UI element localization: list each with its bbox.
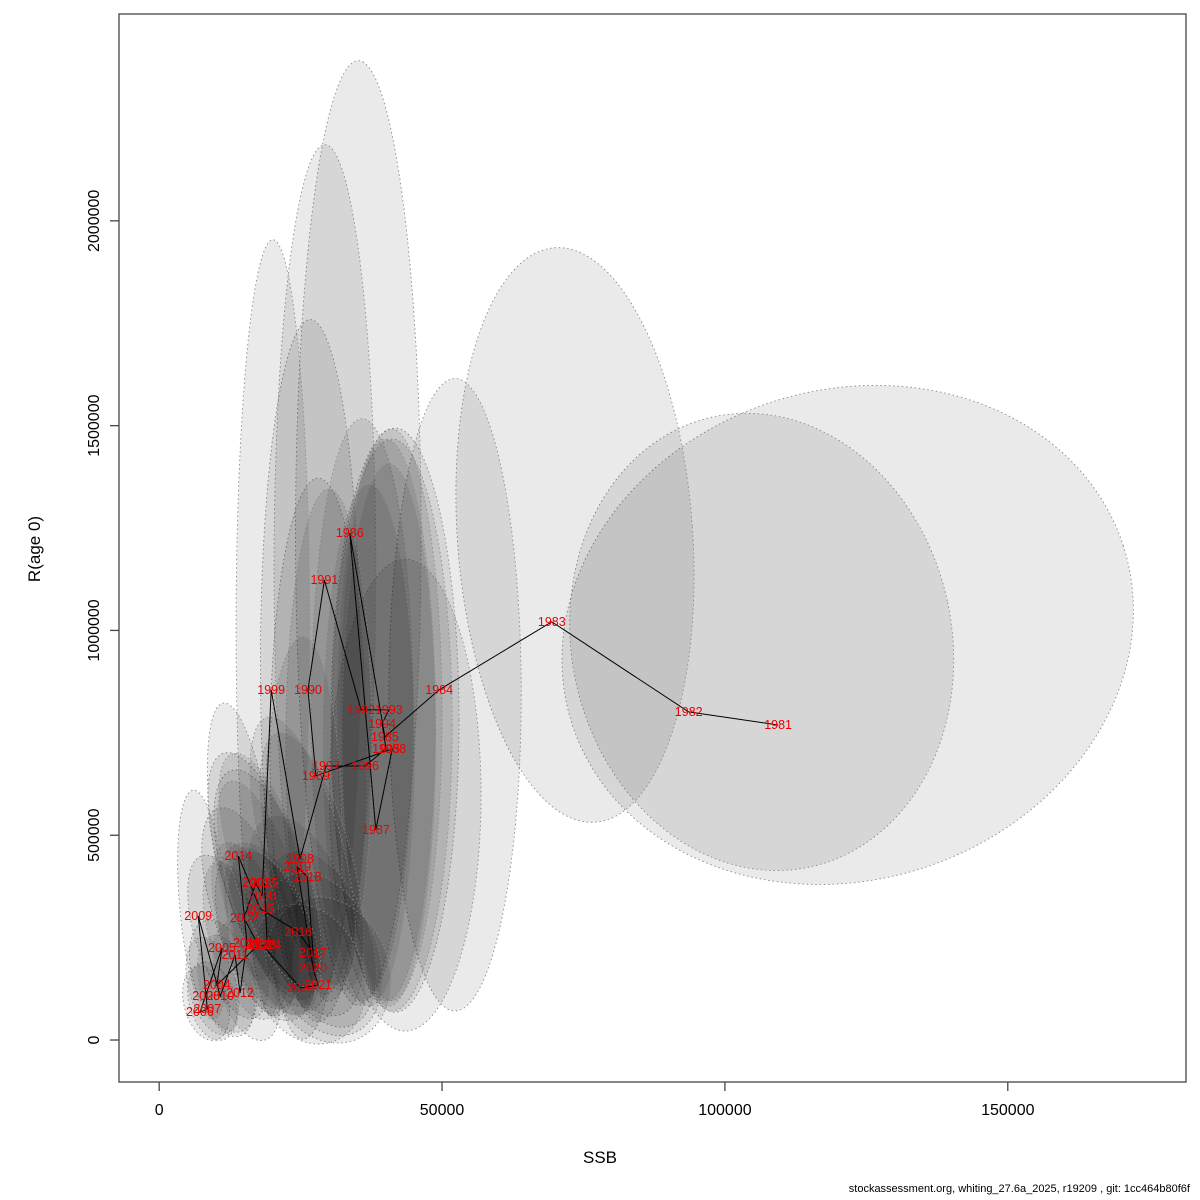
year-label-1981: 1981 bbox=[764, 718, 792, 732]
y-tick-label: 500000 bbox=[86, 808, 103, 861]
confidence-ellipse-1997 bbox=[285, 488, 373, 1002]
confidence-ellipse-1985 bbox=[330, 427, 460, 1013]
year-label-1984: 1984 bbox=[425, 683, 453, 697]
year-label-2003: 2003 bbox=[244, 938, 272, 952]
year-label-2023: 2023 bbox=[248, 938, 276, 952]
confidence-ellipse-2003 bbox=[214, 842, 318, 1022]
year-label-2009: 2009 bbox=[184, 909, 212, 923]
year-label-1994: 1994 bbox=[368, 717, 396, 731]
confidence-ellipse-1983 bbox=[455, 247, 695, 823]
year-label-2017: 2017 bbox=[299, 946, 327, 960]
plot-area: 1981 1982 1983 1984 1985 1986 1987 1988 1989 1990… bbox=[177, 60, 1134, 1045]
year-label-1989: 1989 bbox=[302, 769, 330, 783]
confidence-ellipse-1981 bbox=[561, 384, 1134, 885]
confidence-ellipse-2009 bbox=[177, 789, 230, 1020]
confidence-ellipse-1999 bbox=[235, 239, 311, 1017]
confidence-ellipse-2010 bbox=[196, 934, 255, 1038]
x-axis-title: SSB bbox=[582, 1148, 618, 1167]
year-label-2013: 2013 bbox=[233, 936, 261, 950]
year-label-2021: 2021 bbox=[304, 978, 332, 992]
confidence-ellipse-1994 bbox=[336, 438, 436, 1002]
year-label-1990: 1990 bbox=[294, 683, 322, 697]
confidence-ellipse-1996 bbox=[322, 483, 416, 1007]
confidence-ellipse-2015 bbox=[216, 780, 316, 1007]
confidence-ellipse-2022 bbox=[249, 903, 367, 1045]
x-tick-label: 0 bbox=[155, 1102, 164, 1119]
recruitment-ssb-line bbox=[197, 532, 779, 1014]
year-label-1986: 1986 bbox=[336, 526, 364, 540]
year-label-2008: 2008 bbox=[192, 989, 220, 1003]
confidence-ellipse-2021 bbox=[265, 896, 392, 1044]
confidence-ellipse-2025 bbox=[218, 752, 322, 988]
plot-frame bbox=[118, 13, 1187, 1083]
year-label-2018: 2018 bbox=[293, 870, 321, 884]
confidence-ellipse-2014 bbox=[206, 702, 279, 982]
year-label-2000: 2000 bbox=[248, 889, 276, 903]
y-tick-label: 1500000 bbox=[86, 394, 103, 456]
year-label-1987: 1987 bbox=[362, 823, 390, 837]
confidence-ellipse-2020 bbox=[261, 871, 383, 1037]
year-label-2020: 2020 bbox=[299, 961, 327, 975]
year-label-2016: 2016 bbox=[284, 925, 312, 939]
x-tick-label: 100000 bbox=[698, 1102, 751, 1119]
confidence-ellipse-1993 bbox=[339, 428, 443, 1002]
year-label-1997: 1997 bbox=[312, 759, 340, 773]
footer-attribution: stockassessment.org, whiting_27.6a_2025,… bbox=[848, 1183, 1190, 1195]
year-label-2015: 2015 bbox=[247, 902, 275, 916]
confidence-ellipse-2004 bbox=[188, 919, 258, 1033]
x-tick-label: 150000 bbox=[981, 1102, 1034, 1119]
year-label-1993: 1993 bbox=[375, 703, 403, 717]
y-tick-label: 2000000 bbox=[86, 190, 103, 252]
year-label-2005: 2005 bbox=[208, 941, 236, 955]
confidence-ellipse-1991 bbox=[273, 144, 377, 996]
year-label-2019: 2019 bbox=[283, 860, 311, 874]
confidence-ellipse-2011 bbox=[202, 861, 280, 1020]
year-label-2010: 2010 bbox=[206, 989, 234, 1003]
x-tick-label: 50000 bbox=[420, 1102, 465, 1119]
year-label-1983: 1983 bbox=[538, 615, 566, 629]
year-label-1988: 1988 bbox=[378, 742, 406, 756]
confidence-ellipse-2013 bbox=[211, 842, 295, 1016]
confidence-ellipse-2024 bbox=[227, 850, 321, 1016]
year-label-2004: 2004 bbox=[203, 978, 231, 992]
confidence-ellipse-1987 bbox=[329, 558, 482, 1032]
year-label-2012: 2012 bbox=[226, 986, 254, 1000]
year-label-1985: 1985 bbox=[371, 730, 399, 744]
y-tick-label: 0 bbox=[86, 1035, 103, 1044]
year-label-2002: 2002 bbox=[230, 911, 258, 925]
year-label-1995: 1995 bbox=[372, 742, 400, 756]
year-label-2006: 2006 bbox=[186, 1005, 214, 1019]
year-label-1991: 1991 bbox=[310, 573, 338, 587]
year-label-1996: 1996 bbox=[351, 759, 379, 773]
year-label-1982: 1982 bbox=[675, 705, 703, 719]
year-label-1992: 1992 bbox=[347, 703, 375, 717]
y-tick-label: 1000000 bbox=[86, 599, 103, 661]
year-label-2022: 2022 bbox=[287, 981, 315, 995]
confidence-ellipse-1995 bbox=[341, 463, 437, 1007]
confidence-ellipse-2008 bbox=[185, 936, 240, 1036]
confidence-ellipse-1982 bbox=[569, 412, 955, 871]
confidence-ellipse-2007 bbox=[187, 961, 238, 1041]
year-label-1998: 1998 bbox=[286, 852, 314, 866]
year-label-2024: 2024 bbox=[253, 938, 281, 952]
confidence-ellipse-1986 bbox=[295, 60, 422, 1006]
y-axis-title: R(age 0) bbox=[25, 515, 44, 583]
year-label-2007: 2007 bbox=[193, 1002, 221, 1016]
year-label-1999: 1999 bbox=[257, 683, 285, 697]
confidence-ellipse-2017 bbox=[262, 850, 377, 1028]
confidence-ellipse-2005 bbox=[187, 854, 270, 1019]
confidence-ellipse-1989 bbox=[269, 477, 367, 1023]
year-label-2011: 2011 bbox=[222, 948, 249, 962]
year-label-2014: 2014 bbox=[224, 849, 252, 863]
year-label-2001: 2001 bbox=[242, 876, 270, 890]
year-label-2025: 2025 bbox=[250, 876, 278, 890]
confidence-ellipse-1998 bbox=[263, 636, 343, 1040]
confidence-ellipse-1984 bbox=[388, 378, 522, 1012]
